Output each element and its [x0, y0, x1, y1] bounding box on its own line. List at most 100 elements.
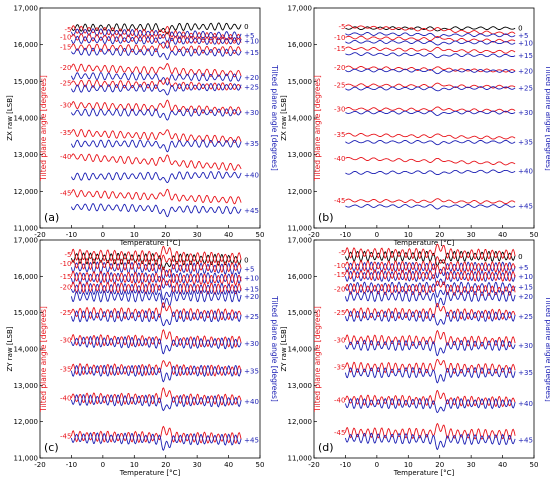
x-tick-label: -10: [66, 461, 77, 469]
series-line--40: [345, 156, 516, 166]
series-line--30: [70, 329, 242, 348]
angle-label--10: -10: [334, 262, 345, 270]
x-tick-label: -20: [34, 461, 45, 469]
plot-frame: [313, 7, 535, 229]
y-tick-label: 17,000: [14, 5, 39, 13]
angle-label-+10: +10: [518, 273, 533, 281]
series-line-+20: [344, 290, 516, 308]
left-angle-title: Tilted plane angle [degrees]: [39, 306, 48, 413]
y-tick-label: 11,000: [288, 455, 313, 463]
angle-label--10: -10: [334, 34, 345, 42]
angle-label-+30: +30: [518, 109, 533, 117]
series-line-+20: [70, 290, 242, 309]
series-line--20: [344, 280, 516, 297]
angle-label-+5: +5: [518, 264, 528, 272]
angle-label-+20: +20: [244, 293, 259, 301]
series-line--15: [345, 46, 516, 54]
series-line-+35: [70, 139, 242, 153]
series-line--40: [344, 389, 516, 408]
series-line-+45: [70, 432, 242, 451]
series-line-+25: [70, 83, 242, 96]
y-tick-label: 16,000: [14, 41, 39, 49]
angle-label-+40: +40: [244, 398, 259, 406]
x-tick-label: -10: [340, 461, 351, 469]
x-tick-label: -20: [34, 231, 45, 239]
angle-label--40: -40: [334, 155, 345, 163]
x-axis-label: Temperature [°C]: [119, 239, 181, 247]
angle-label-+45: +45: [244, 436, 259, 444]
x-tick-label: 0: [375, 231, 379, 239]
series-line--25: [70, 302, 242, 321]
x-tick-label: 30: [193, 231, 202, 239]
x-tick-label: 10: [130, 461, 139, 469]
x-tick-label: 50: [256, 231, 265, 239]
angle-label--15: -15: [334, 271, 345, 279]
angle-label-+10: +10: [518, 39, 533, 47]
y-axis-label: ZX raw [LSB]: [280, 95, 288, 141]
x-tick-label: 40: [224, 231, 233, 239]
x-tick-label: 30: [193, 461, 202, 469]
series-line-0: [71, 22, 242, 35]
angle-label--5: -5: [64, 26, 71, 34]
series-line-+30: [70, 108, 242, 121]
x-tick-label: -20: [308, 231, 319, 239]
x-tick-label: 10: [404, 231, 413, 239]
y-tick-label: 14,000: [288, 115, 313, 123]
y-tick-label: 11,000: [14, 455, 39, 463]
angle-label--30: -30: [60, 336, 71, 344]
angle-label-+35: +35: [518, 369, 533, 377]
y-tick-label: 11,000: [288, 225, 313, 233]
series-line-+25: [345, 86, 516, 92]
series-line--35: [344, 358, 516, 375]
y-tick-label: 17,000: [14, 237, 39, 245]
angle-label--20: -20: [60, 64, 71, 72]
x-tick-label: 30: [467, 461, 476, 469]
right-angle-title: Tilted plane angle [degrees]: [544, 64, 550, 171]
angle-label--20: -20: [334, 64, 345, 72]
y-tick-label: 15,000: [288, 78, 313, 86]
angle-label-+40: +40: [244, 171, 259, 179]
x-tick-label: 20: [435, 231, 444, 239]
series-line-+5: [345, 32, 516, 39]
series-line--5: [344, 243, 516, 260]
series-line--10: [344, 256, 516, 273]
y-tick-label: 14,000: [288, 346, 313, 354]
panel-label: (c): [44, 441, 59, 454]
angle-label-+45: +45: [518, 203, 533, 211]
series-line-+10: [345, 39, 516, 46]
angle-label-0: 0: [518, 25, 522, 33]
x-tick-label: 40: [498, 461, 507, 469]
y-tick-label: 16,000: [288, 273, 313, 281]
series-line--20: [70, 277, 242, 295]
angle-label--25: -25: [60, 80, 71, 88]
y-tick-label: 16,000: [14, 273, 39, 281]
series-line--15: [70, 266, 242, 286]
y-tick-label: 13,000: [14, 151, 39, 159]
panel-label: (b): [318, 211, 334, 224]
angle-label--45: -45: [334, 197, 345, 205]
series-line-+10: [344, 270, 516, 287]
angle-label--35: -35: [334, 131, 345, 139]
angle-label--25: -25: [334, 82, 345, 90]
series-line--15: [344, 264, 516, 282]
angle-label-+5: +5: [244, 32, 254, 40]
series-line--45: [345, 198, 516, 205]
y-axis-label: ZY raw [LSB]: [280, 326, 288, 371]
series-line-+10: [70, 35, 242, 49]
x-tick-label: -10: [66, 231, 77, 239]
series-line-+35: [70, 364, 242, 383]
series-line-+45: [344, 432, 516, 451]
angle-label--25: -25: [334, 309, 345, 317]
angle-label--5: -5: [338, 249, 345, 257]
angle-label--30: -30: [334, 336, 345, 344]
angle-label--15: -15: [334, 45, 345, 53]
series-line-+45: [345, 204, 516, 210]
series-line--10: [345, 35, 516, 43]
left-angle-title: Tilted plane angle [degrees]: [313, 75, 322, 182]
x-tick-label: 50: [256, 461, 265, 469]
angle-label--30: -30: [334, 105, 345, 113]
series-line-+40: [70, 171, 242, 184]
angle-label--20: -20: [60, 284, 71, 292]
x-tick-label: 40: [224, 461, 233, 469]
